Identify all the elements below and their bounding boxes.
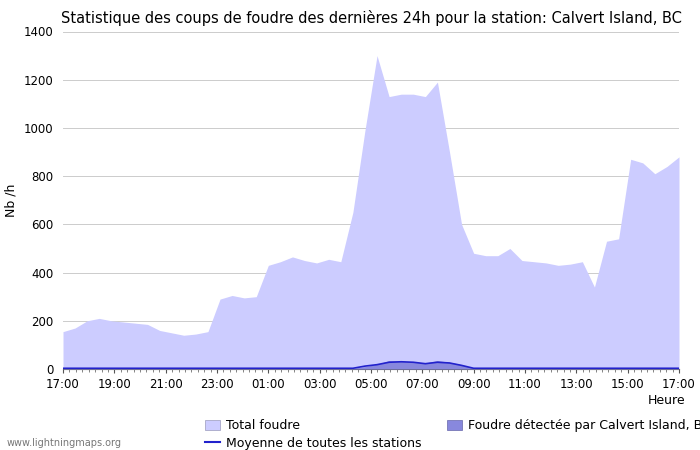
Text: www.lightningmaps.org: www.lightningmaps.org xyxy=(7,438,122,448)
Legend: Total foudre, Moyenne de toutes les stations, Foudre détectée par Calvert Island: Total foudre, Moyenne de toutes les stat… xyxy=(205,419,700,450)
Title: Statistique des coups de foudre des dernières 24h pour la station: Calvert Islan: Statistique des coups de foudre des dern… xyxy=(61,10,681,26)
Y-axis label: Nb /h: Nb /h xyxy=(5,184,18,217)
X-axis label: Heure: Heure xyxy=(648,394,685,407)
